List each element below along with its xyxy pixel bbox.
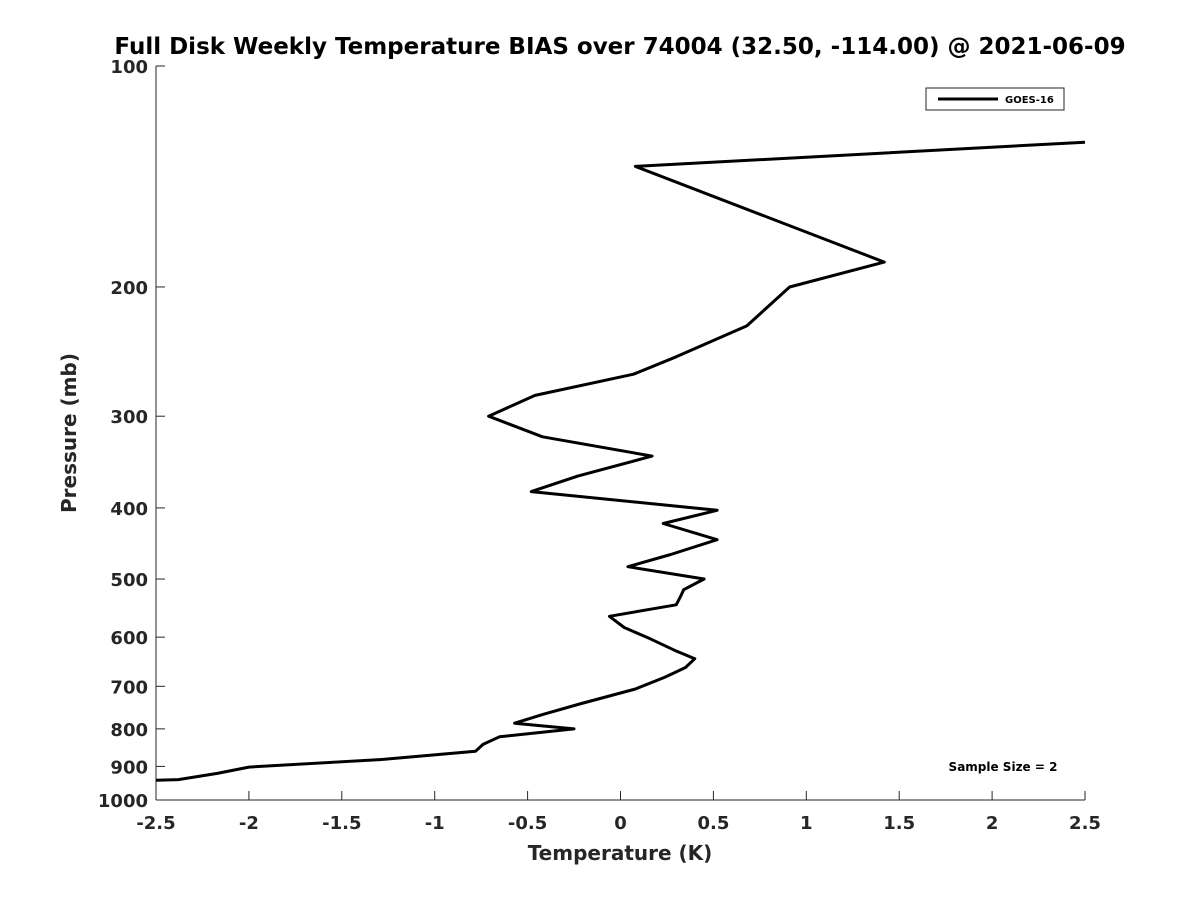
series-line-goes-16 (155, 140, 1086, 782)
y-axis-ticks: 100 200 300 400 500 600 700 800 900 1000 (98, 57, 165, 812)
y-axis-title: Pressure (mb) (57, 353, 81, 513)
y-tick-label: 300 (110, 407, 148, 428)
x-axis-ticks: -2.5 -2 -1.5 -1 -0.5 0 0.5 1 1.5 2 2.5 (136, 791, 1101, 834)
x-tick-label: 0.5 (697, 813, 729, 834)
x-tick-label: 1 (800, 813, 813, 834)
legend: GOES-16 (925, 87, 1065, 111)
y-tick-label: 1000 (98, 791, 148, 812)
y-tick-label: 800 (110, 720, 148, 741)
y-tick-label: 100 (110, 57, 148, 78)
x-tick-label: 2.5 (1069, 813, 1101, 834)
y-tick-label: 600 (110, 628, 148, 649)
legend-entry-label: GOES-16 (1005, 95, 1054, 106)
x-tick-label: -1 (425, 813, 445, 834)
x-tick-label: 1.5 (883, 813, 915, 834)
y-tick-label: 400 (110, 499, 148, 520)
x-tick-label: 0 (614, 813, 627, 834)
sample-size-annotation: Sample Size = 2 (949, 760, 1058, 774)
y-tick-label: 200 (110, 278, 148, 299)
x-tick-label: -1.5 (322, 813, 361, 834)
x-axis-title: Temperature (K) (528, 841, 713, 865)
plot-area: -2.5 -2 -1.5 -1 -0.5 0 0.5 1 1.5 2 2.5 100 200 300 40… (98, 57, 1101, 834)
y-tick-label: 700 (110, 677, 148, 698)
chart-title: Full Disk Weekly Temperature BIAS over 7… (114, 34, 1125, 60)
y-tick-label: 900 (110, 757, 148, 778)
x-tick-label: 2 (986, 813, 999, 834)
x-tick-label: -2 (239, 813, 259, 834)
x-tick-label: -2.5 (136, 813, 175, 834)
y-tick-label: 500 (110, 570, 148, 591)
x-tick-label: -0.5 (508, 813, 547, 834)
